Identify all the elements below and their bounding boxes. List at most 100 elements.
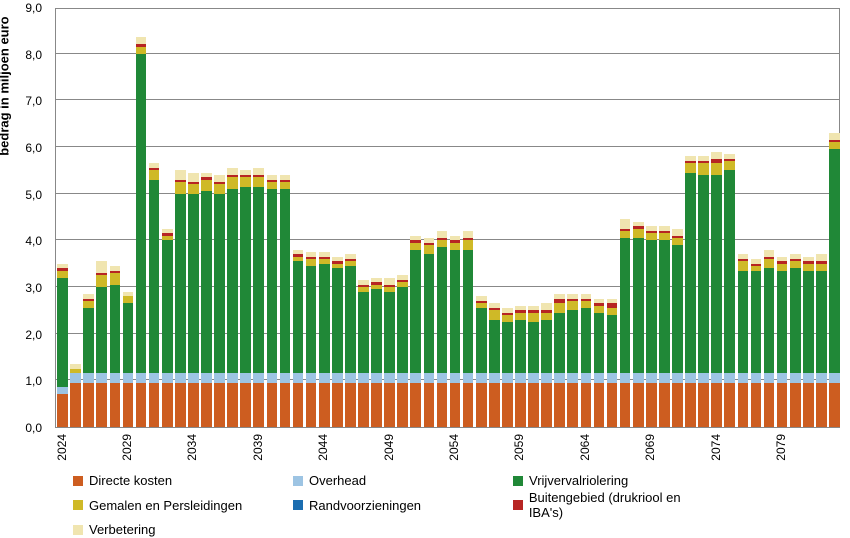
- bar-segment-overhead: [110, 373, 121, 382]
- bar-segment-overhead: [803, 373, 814, 382]
- bar-segment-directe_kosten: [227, 383, 238, 427]
- bar-stack: [502, 308, 513, 427]
- bar-stack: [437, 231, 448, 427]
- y-tick-label: 7,0: [25, 94, 42, 108]
- bar-segment-directe_kosten: [646, 383, 657, 427]
- bar-segment-gemalen: [253, 177, 264, 186]
- bar-segment-directe_kosten: [567, 383, 578, 427]
- stacked-bar-chart: bedrag in miljoen euro 0,01,02,03,04,05,…: [0, 0, 850, 519]
- bar-segment-directe_kosten: [659, 383, 670, 427]
- bar-segment-gemalen: [803, 264, 814, 271]
- bar-stack: [515, 306, 526, 427]
- bar-segment-overhead: [450, 373, 461, 382]
- bar-segment-verbetering: [829, 133, 840, 140]
- bar-segment-vrijverval: [345, 266, 356, 373]
- bar-segment-overhead: [214, 373, 225, 382]
- bar-stack: [384, 278, 395, 427]
- bar-segment-directe_kosten: [280, 383, 291, 427]
- bar-stack: [581, 294, 592, 427]
- bar-segment-directe_kosten: [332, 383, 343, 427]
- bar-segment-gemalen: [620, 231, 631, 238]
- bar-stack: [345, 254, 356, 427]
- bar-stack: [214, 175, 225, 427]
- bar-segment-directe_kosten: [162, 383, 173, 427]
- bar-segment-vrijverval: [227, 189, 238, 373]
- y-tick-label: 8,0: [25, 48, 42, 62]
- bar-segment-vrijverval: [450, 250, 461, 374]
- bar-segment-vrijverval: [659, 240, 670, 373]
- bar-stack: [136, 37, 147, 427]
- bar-stack: [424, 238, 435, 427]
- bar-segment-directe_kosten: [607, 383, 618, 427]
- bar-segment-vrijverval: [267, 189, 278, 373]
- bar-segment-overhead: [293, 373, 304, 382]
- bar-segment-directe_kosten: [541, 383, 552, 427]
- legend-label: Directe kosten: [89, 473, 172, 488]
- bar-segment-vrijverval: [463, 250, 474, 374]
- bar-segment-vrijverval: [110, 285, 121, 374]
- bar-stack: [332, 257, 343, 427]
- bar-segment-vrijverval: [711, 175, 722, 373]
- bar-segment-directe_kosten: [724, 383, 735, 427]
- bar-stack: [306, 252, 317, 427]
- bar-segment-directe_kosten: [384, 383, 395, 427]
- bar-segment-overhead: [280, 373, 291, 382]
- bar-segment-overhead: [267, 373, 278, 382]
- bar-stack: [567, 294, 578, 427]
- bar-segment-vrijverval: [502, 322, 513, 373]
- bar-stack: [293, 250, 304, 427]
- bar-segment-overhead: [96, 373, 107, 382]
- bar-segment-overhead: [751, 373, 762, 382]
- bar-segment-overhead: [162, 373, 173, 382]
- y-tick-label: 0,0: [25, 421, 42, 435]
- bar-segment-directe_kosten: [764, 383, 775, 427]
- bar-segment-directe_kosten: [777, 383, 788, 427]
- bar-segment-vrijverval: [410, 250, 421, 374]
- bar-segment-directe_kosten: [489, 383, 500, 427]
- bar-segment-directe_kosten: [397, 383, 408, 427]
- bar-segment-vrijverval: [829, 149, 840, 373]
- bar-segment-directe_kosten: [594, 383, 605, 427]
- y-tick-label: 6,0: [25, 141, 42, 155]
- bar-segment-overhead: [554, 373, 565, 382]
- bar-segment-overhead: [227, 373, 238, 382]
- bar-segment-vrijverval: [581, 308, 592, 373]
- bar-segment-directe_kosten: [201, 383, 212, 427]
- bar-stack: [777, 257, 788, 427]
- bar-segment-gemalen: [502, 315, 513, 322]
- bar-segment-gemalen: [711, 163, 722, 175]
- bar-segment-gemalen: [816, 264, 827, 271]
- bar-segment-vrijverval: [803, 271, 814, 374]
- bar-segment-gemalen: [515, 313, 526, 320]
- bar-segment-gemalen: [450, 243, 461, 250]
- legend-swatch-icon: [73, 476, 83, 486]
- bar-segment-gemalen: [554, 303, 565, 312]
- bar-segment-verbetering: [541, 303, 552, 310]
- bar-segment-overhead: [541, 373, 552, 382]
- x-tick-label: 2049: [382, 434, 396, 461]
- legend-item: Overhead: [275, 472, 495, 489]
- bar-stack: [319, 252, 330, 427]
- bar-segment-directe_kosten: [502, 383, 513, 427]
- bar-segment-overhead: [306, 373, 317, 382]
- legend-label: Verbetering: [89, 522, 156, 537]
- bar-segment-overhead: [437, 373, 448, 382]
- bar-segment-verbetering: [816, 254, 827, 261]
- legend-swatch-icon: [73, 525, 83, 535]
- bar-segment-verbetering: [227, 168, 238, 175]
- bar-segment-directe_kosten: [738, 383, 749, 427]
- bar-segment-overhead: [83, 373, 94, 382]
- bar-segment-directe_kosten: [123, 383, 134, 427]
- x-tick-label: 2074: [709, 434, 723, 461]
- bar-stack: [371, 278, 382, 427]
- bar-segment-vrijverval: [541, 320, 552, 374]
- bar-segment-directe_kosten: [620, 383, 631, 427]
- bar-segment-overhead: [463, 373, 474, 382]
- bar-stack: [410, 236, 421, 427]
- bar-segment-vrijverval: [240, 187, 251, 374]
- bar-segment-overhead: [57, 387, 68, 394]
- bar-segment-overhead: [685, 373, 696, 382]
- bar-segment-directe_kosten: [214, 383, 225, 427]
- bar-stack: [110, 266, 121, 427]
- bar-segment-gemalen: [777, 264, 788, 271]
